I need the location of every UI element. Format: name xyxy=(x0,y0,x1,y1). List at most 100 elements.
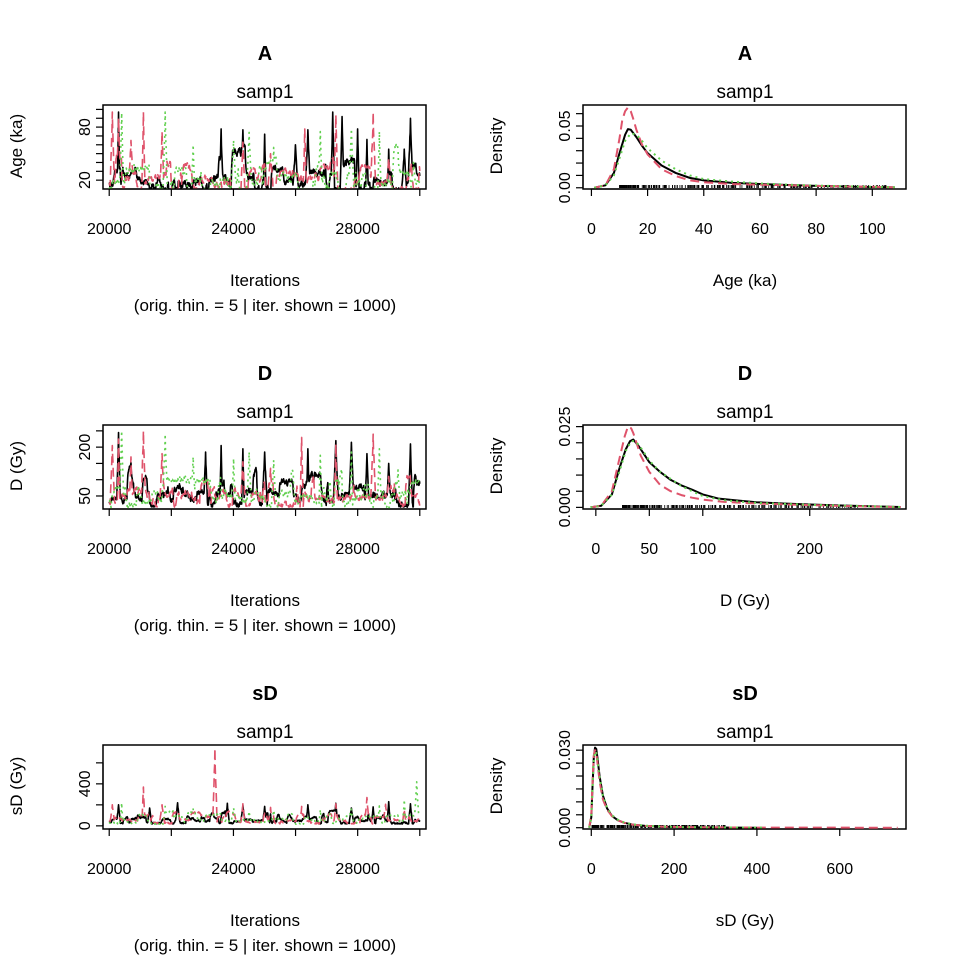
y-axis-label: Density xyxy=(487,757,506,814)
x-tick-label: 100 xyxy=(859,221,886,238)
x-tick-label: 24000 xyxy=(211,221,256,238)
x-axis-label: Iterations xyxy=(230,911,300,930)
x-axis-sublabel: (orig. thin. = 5 | iter. shown = 1000) xyxy=(134,936,396,955)
series-line xyxy=(108,747,421,825)
axis-ticks: 0 200 400 600 0.000 0.030 xyxy=(557,730,853,878)
y-axis-label: sD (Gy) xyxy=(7,757,26,816)
plot-area xyxy=(108,430,421,509)
x-tick-label: 20000 xyxy=(87,221,132,238)
x-tick-label: 100 xyxy=(689,541,716,558)
x-tick-label: 24000 xyxy=(211,861,256,878)
panel-subtitle: samp1 xyxy=(236,402,293,423)
series-line xyxy=(108,800,421,825)
trace-plot-age: A samp1 Iterations (orig. thin. = 5 | it… xyxy=(7,43,427,315)
x-tick-label: 28000 xyxy=(335,541,380,558)
axis-ticks: 20000 24000 28000 20 80 xyxy=(77,108,421,238)
x-tick-label: 24000 xyxy=(211,541,256,558)
panel-subtitle: samp1 xyxy=(716,402,773,423)
y-tick-label: 0 xyxy=(77,821,94,830)
x-tick-label: 20000 xyxy=(87,861,132,878)
series-line xyxy=(108,780,421,825)
x-tick-label: 20000 xyxy=(87,541,132,558)
density-plot-sd: sD samp1 sD (Gy) Density 0 200 400 600 0.000… xyxy=(487,683,907,930)
series-line xyxy=(108,430,421,509)
rug-marks xyxy=(622,505,859,508)
panel-title: D xyxy=(258,363,272,385)
panel-title: A xyxy=(258,43,272,65)
series-line xyxy=(108,111,421,189)
x-tick-label: 80 xyxy=(807,221,825,238)
x-tick-label: 600 xyxy=(826,861,853,878)
series-line xyxy=(590,438,901,509)
axis-ticks: 0 20 40 60 80 100 0.00 0.05 xyxy=(557,110,886,238)
x-tick-label: 400 xyxy=(744,861,771,878)
plot-area xyxy=(594,106,895,189)
x-axis-label: Iterations xyxy=(230,271,300,290)
y-tick-label: 0.05 xyxy=(557,110,574,141)
y-axis-label: Density xyxy=(487,437,506,494)
y-tick-label: 400 xyxy=(77,770,94,797)
y-axis-label: Density xyxy=(487,117,506,174)
series-line xyxy=(108,111,421,189)
plot-frame xyxy=(582,424,907,510)
panel-title: sD xyxy=(252,683,278,705)
y-axis-label: Age (ka) xyxy=(7,114,26,178)
density-plot-dose: D samp1 D (Gy) Density 0 50 100 200 0.000 0.0… xyxy=(487,363,907,610)
x-tick-label: 50 xyxy=(640,541,658,558)
y-tick-label: 50 xyxy=(77,487,94,505)
x-axis-sublabel: (orig. thin. = 5 | iter. shown = 1000) xyxy=(134,616,396,635)
x-tick-label: 200 xyxy=(796,541,823,558)
axis-ticks: 20000 24000 28000 0 400 xyxy=(77,762,421,878)
x-tick-label: 0 xyxy=(591,541,600,558)
panel-subtitle: samp1 xyxy=(236,82,293,103)
series-line xyxy=(594,132,895,189)
x-tick-label: 28000 xyxy=(335,861,380,878)
series-line xyxy=(590,425,901,509)
x-tick-label: 40 xyxy=(695,221,713,238)
plot-area xyxy=(590,425,901,509)
trace-plot-sd: sD samp1 Iterations (orig. thin. = 5 | i… xyxy=(7,683,427,955)
series-line xyxy=(108,431,421,508)
panel-subtitle: samp1 xyxy=(716,722,773,743)
axis-ticks: 0 50 100 200 0.000 0.025 xyxy=(557,406,823,558)
y-tick-label: 80 xyxy=(77,118,94,136)
x-tick-label: 20 xyxy=(639,221,657,238)
y-tick-label: 20 xyxy=(77,171,94,189)
y-tick-label: 0.00 xyxy=(557,172,574,203)
y-tick-label: 0.000 xyxy=(557,487,574,527)
series-line xyxy=(594,106,895,189)
series-line xyxy=(108,430,421,508)
series-line xyxy=(588,749,898,829)
x-axis-label: Iterations xyxy=(230,591,300,610)
series-line xyxy=(588,750,766,829)
panel-subtitle: samp1 xyxy=(236,722,293,743)
trace-plot-dose: D samp1 Iterations (orig. thin. = 5 | it… xyxy=(7,363,427,635)
plot-frame xyxy=(582,744,907,830)
plot-area xyxy=(108,111,421,189)
x-tick-label: 0 xyxy=(587,221,596,238)
series-line xyxy=(108,111,421,189)
x-tick-label: 28000 xyxy=(335,221,380,238)
x-axis-label: sD (Gy) xyxy=(716,911,775,930)
x-axis-label: Age (ka) xyxy=(713,271,777,290)
x-tick-label: 200 xyxy=(661,861,688,878)
plot-area xyxy=(588,746,898,829)
series-line xyxy=(588,746,757,829)
y-tick-label: 200 xyxy=(77,434,94,461)
panel-title: A xyxy=(738,43,752,65)
panel-title: D xyxy=(738,363,752,385)
plot-area xyxy=(108,747,421,825)
x-axis-label: D (Gy) xyxy=(720,591,770,610)
plot-frame xyxy=(582,104,907,190)
series-line xyxy=(590,440,901,509)
axis-ticks: 20000 24000 28000 50 200 xyxy=(77,430,421,558)
y-tick-label: 0.030 xyxy=(557,730,574,770)
y-tick-label: 0.000 xyxy=(557,808,574,848)
panel-title: sD xyxy=(732,683,758,705)
panel-subtitle: samp1 xyxy=(716,82,773,103)
x-tick-label: 60 xyxy=(751,221,769,238)
x-tick-label: 0 xyxy=(587,861,596,878)
y-tick-label: 0.025 xyxy=(557,406,574,446)
density-plot-age: A samp1 Age (ka) Density 0 20 40 60 80 100 0.0… xyxy=(487,43,907,290)
